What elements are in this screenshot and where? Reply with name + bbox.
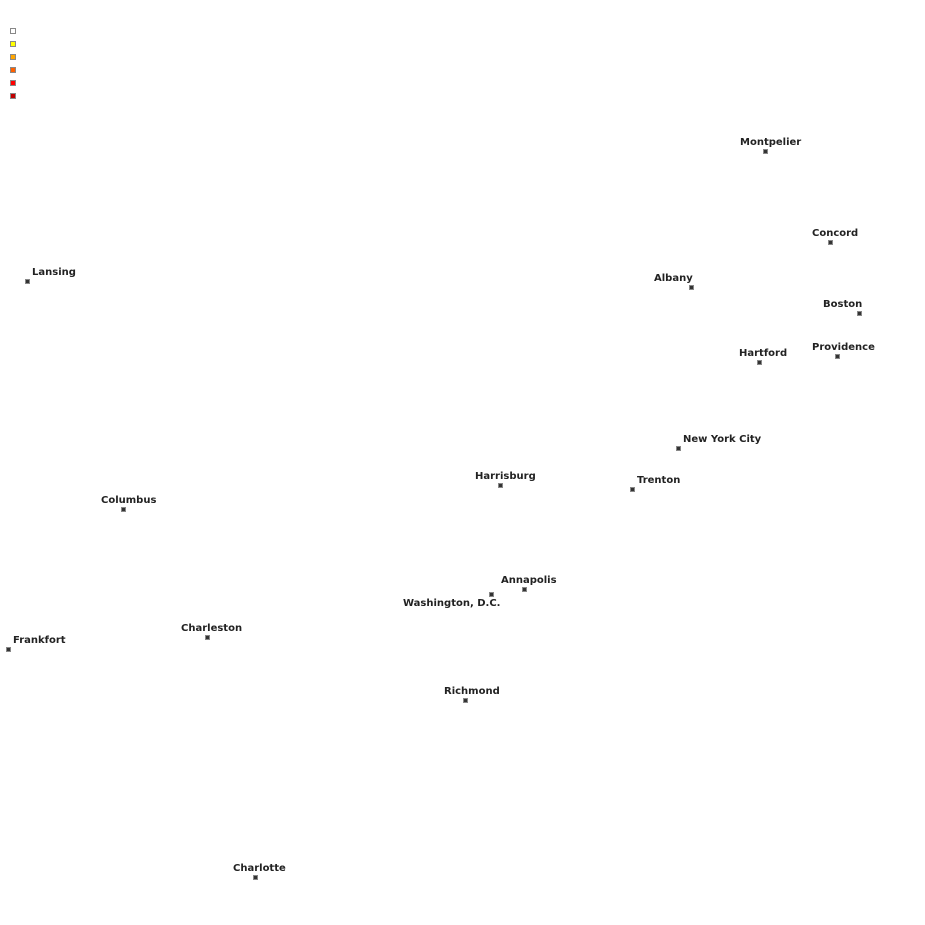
legend-swatch [10, 67, 16, 73]
city-marker[interactable] [205, 635, 210, 640]
city-label: Annapolis [501, 575, 557, 586]
city-marker[interactable] [689, 285, 694, 290]
legend-swatch [10, 54, 16, 60]
city-label: Boston [823, 299, 863, 310]
city-label: New York City [683, 434, 762, 445]
city-label: Washington, D.C. [403, 598, 501, 609]
city-label: Frankfort [13, 635, 66, 646]
city-marker[interactable] [857, 311, 862, 316]
city-label: Harrisburg [475, 471, 536, 482]
city-marker[interactable] [522, 587, 527, 592]
city-label: Charlotte [233, 863, 286, 874]
city-label: Concord [812, 228, 859, 239]
city-label: Richmond [444, 686, 500, 697]
legend-swatch [10, 80, 16, 86]
city-marker[interactable] [630, 487, 635, 492]
city-marker[interactable] [828, 240, 833, 245]
city-label: Lansing [32, 267, 76, 278]
city-marker[interactable] [763, 149, 768, 154]
city-marker[interactable] [498, 483, 503, 488]
city-label: Trenton [637, 475, 681, 486]
city-label: Montpelier [740, 137, 802, 148]
city-marker[interactable] [757, 360, 762, 365]
city-marker[interactable] [489, 592, 494, 597]
city-label: Albany [654, 273, 693, 284]
city-marker[interactable] [121, 507, 126, 512]
legend-swatch [10, 41, 16, 47]
city-marker[interactable] [25, 279, 30, 284]
city-marker[interactable] [253, 875, 258, 880]
city-marker[interactable] [676, 446, 681, 451]
city-marker[interactable] [463, 698, 468, 703]
city-label: Columbus [101, 495, 157, 506]
legend-swatch [10, 93, 16, 99]
legend-swatch [10, 28, 16, 34]
city-marker[interactable] [835, 354, 840, 359]
city-label: Charleston [181, 623, 243, 634]
city-label: Hartford [739, 348, 788, 359]
city-label: Providence [812, 342, 875, 353]
city-marker[interactable] [6, 647, 11, 652]
